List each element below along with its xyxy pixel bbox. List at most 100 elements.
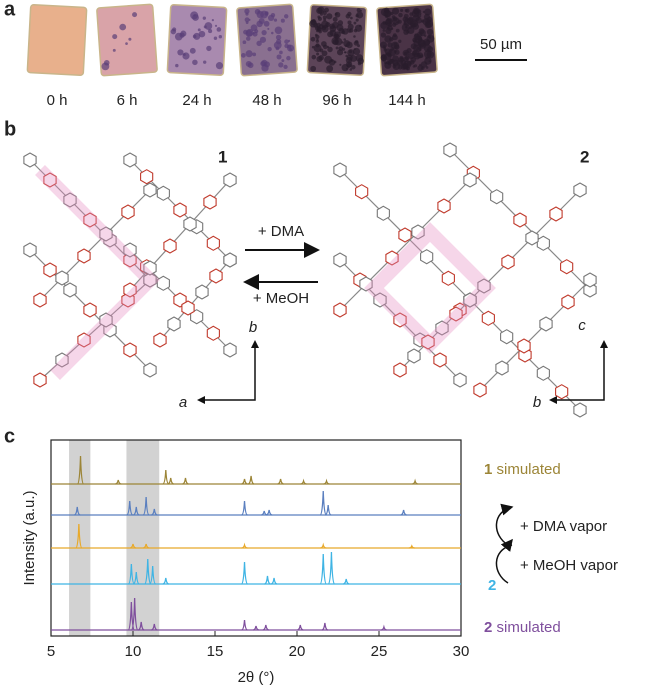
ring (333, 162, 347, 178)
ring (501, 254, 515, 270)
crystal-image (96, 3, 158, 77)
axis-label: c (578, 317, 586, 334)
crystal-spot (384, 35, 392, 43)
crystal-spot (398, 57, 404, 63)
series-label: 2 (488, 577, 496, 594)
crystal-spot (393, 42, 398, 47)
crystal-spot (347, 29, 352, 33)
crystal-spot (260, 60, 266, 67)
crystal-spot (347, 20, 352, 25)
crystal-spot (247, 62, 254, 69)
peak (252, 625, 260, 631)
crystal-spot (271, 31, 274, 35)
linker (479, 279, 591, 391)
crystal-spot (256, 40, 262, 47)
ring (223, 342, 237, 358)
crystal-spot (177, 49, 184, 56)
x-tick-label: 30 (453, 643, 470, 660)
crystal-spot (279, 50, 283, 55)
structure-label: 2 (580, 147, 589, 166)
peak (380, 624, 387, 631)
crystal-spot (204, 22, 213, 30)
crystal-spot (189, 47, 196, 54)
axis-label: b (249, 319, 257, 336)
crystal-spot (213, 36, 218, 40)
crystal-spot (414, 33, 419, 38)
ring (420, 249, 434, 265)
ring (33, 292, 47, 308)
series-name: simulated (497, 461, 561, 478)
ring (500, 329, 514, 345)
peak (300, 478, 307, 485)
crystal-spot (428, 60, 431, 63)
crystal-spot (345, 61, 353, 68)
crystal-spot (283, 64, 288, 70)
crystal-spot (429, 36, 432, 39)
ring (473, 382, 487, 398)
crystal-spot (408, 16, 414, 22)
crystal-spot (334, 12, 338, 16)
crystal-spot (337, 20, 344, 26)
crystal-spot (326, 65, 334, 73)
crystal-spot (112, 48, 116, 52)
crystal-spot (356, 8, 361, 13)
crystal-spot (256, 20, 263, 28)
peak (126, 500, 133, 516)
crystal-spot (267, 14, 275, 22)
peak (247, 475, 255, 485)
crystal-spot (349, 68, 353, 71)
panel-b (23, 142, 597, 418)
ring (55, 352, 69, 368)
series-compound: 2 (484, 619, 492, 636)
crystal-spot (132, 12, 138, 18)
ring (77, 248, 91, 264)
crystal-spot (310, 36, 316, 42)
ring (181, 300, 195, 316)
crystal-spot (384, 61, 387, 65)
ring (143, 272, 157, 288)
crystal-spot (335, 46, 339, 50)
ring (536, 365, 550, 381)
ring (525, 230, 539, 246)
ring (203, 194, 217, 210)
ring (453, 372, 467, 388)
crystal-spot (128, 37, 132, 41)
crystal-spot (413, 9, 419, 15)
highlight (364, 222, 496, 354)
crystal-spot (276, 39, 282, 45)
crystal-spot (355, 18, 359, 22)
crystal-spot (218, 35, 223, 39)
peak (323, 478, 330, 485)
crystal-spot (380, 32, 386, 38)
crystal-spot (334, 31, 341, 39)
crystal-spot (180, 30, 187, 37)
crystal-spot (390, 47, 394, 51)
peak (133, 571, 140, 585)
crystal-spot (260, 10, 269, 19)
crystal-spot (392, 33, 397, 37)
crystal-spot (316, 7, 323, 15)
axis-label: b (533, 394, 541, 411)
ring (573, 182, 587, 198)
crystal-spot (241, 53, 246, 58)
peak (182, 477, 189, 485)
crystal-spot (311, 54, 317, 60)
crystal-spot (346, 54, 353, 61)
crystal-spot (347, 11, 352, 17)
ring (43, 262, 57, 278)
ring (495, 360, 509, 376)
peak (297, 624, 304, 631)
crystal-spot (242, 40, 247, 45)
crystal-spot (412, 65, 416, 68)
peak (343, 578, 350, 585)
crystal-spot (355, 54, 364, 62)
crystal-spot (412, 44, 419, 51)
ring (583, 272, 597, 288)
crystal-spot (328, 59, 336, 66)
ring (333, 252, 347, 268)
crystal-spot (388, 19, 392, 23)
peak (241, 561, 248, 585)
crystal-spot (344, 44, 348, 47)
crystal-spot (283, 14, 289, 19)
